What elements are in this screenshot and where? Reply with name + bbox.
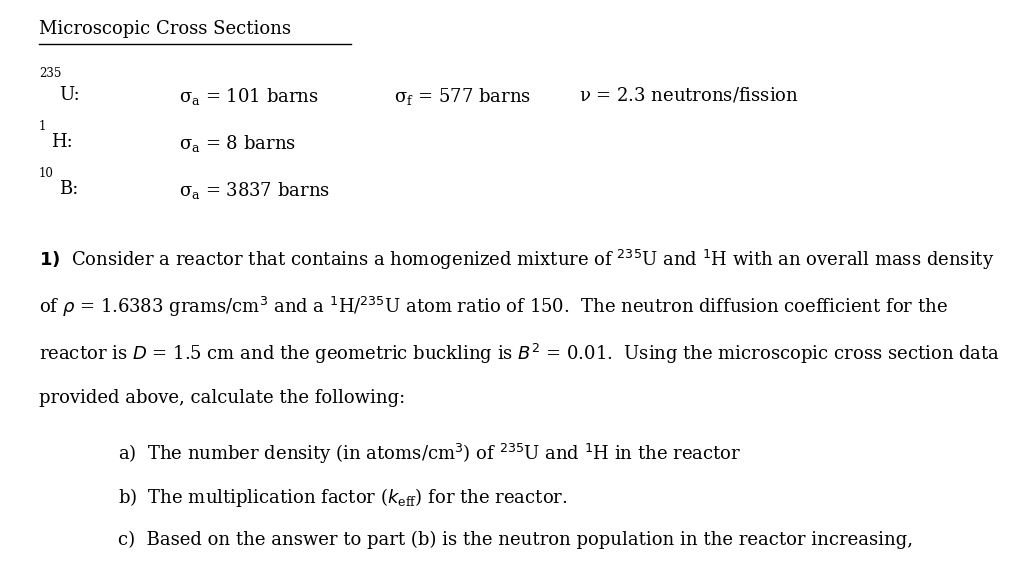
Text: $\mathregular{\sigma_a}$ = 8 barns: $\mathregular{\sigma_a}$ = 8 barns bbox=[179, 133, 296, 154]
Text: 10: 10 bbox=[39, 167, 54, 180]
Text: $\bf{1)}$  Consider a reactor that contains a homogenized mixture of $^{235}$U a: $\bf{1)}$ Consider a reactor that contai… bbox=[39, 248, 994, 272]
Text: 1: 1 bbox=[39, 120, 46, 133]
Text: 235: 235 bbox=[39, 67, 61, 81]
Text: U:: U: bbox=[59, 86, 80, 104]
Text: reactor is $D$ = 1.5 cm and the geometric buckling is $B^2$ = 0.01.  Using the m: reactor is $D$ = 1.5 cm and the geometri… bbox=[39, 342, 999, 366]
Text: c)  Based on the answer to part (b) is the neutron population in the reactor inc: c) Based on the answer to part (b) is th… bbox=[118, 531, 912, 549]
Text: a)  The number density (in atoms/cm$^3$) of $^{235}$U and $^1$H in the reactor: a) The number density (in atoms/cm$^3$) … bbox=[118, 442, 741, 466]
Text: $\mathregular{\sigma_a}$ = 3837 barns: $\mathregular{\sigma_a}$ = 3837 barns bbox=[179, 180, 330, 201]
Text: b)  The multiplication factor ($\mathit{k}_\mathregular{eff}$) for the reactor.: b) The multiplication factor ($\mathit{k… bbox=[118, 486, 567, 509]
Text: provided above, calculate the following:: provided above, calculate the following: bbox=[39, 389, 406, 407]
Text: $\mathregular{\nu}$ = 2.3 neutrons/fission: $\mathregular{\nu}$ = 2.3 neutrons/fissi… bbox=[579, 86, 799, 105]
Text: B:: B: bbox=[59, 180, 79, 197]
Text: $\mathregular{\sigma_a}$ = 101 barns: $\mathregular{\sigma_a}$ = 101 barns bbox=[179, 86, 319, 107]
Text: H:: H: bbox=[51, 133, 73, 150]
Text: of $\rho$ = 1.6383 grams/cm$^3$ and a $^1$H/$^{235}$U atom ratio of 150.  The ne: of $\rho$ = 1.6383 grams/cm$^3$ and a $^… bbox=[39, 295, 948, 319]
Text: $\mathregular{\sigma_f}$ = 577 barns: $\mathregular{\sigma_f}$ = 577 barns bbox=[394, 86, 531, 107]
Text: Microscopic Cross Sections: Microscopic Cross Sections bbox=[39, 20, 291, 38]
